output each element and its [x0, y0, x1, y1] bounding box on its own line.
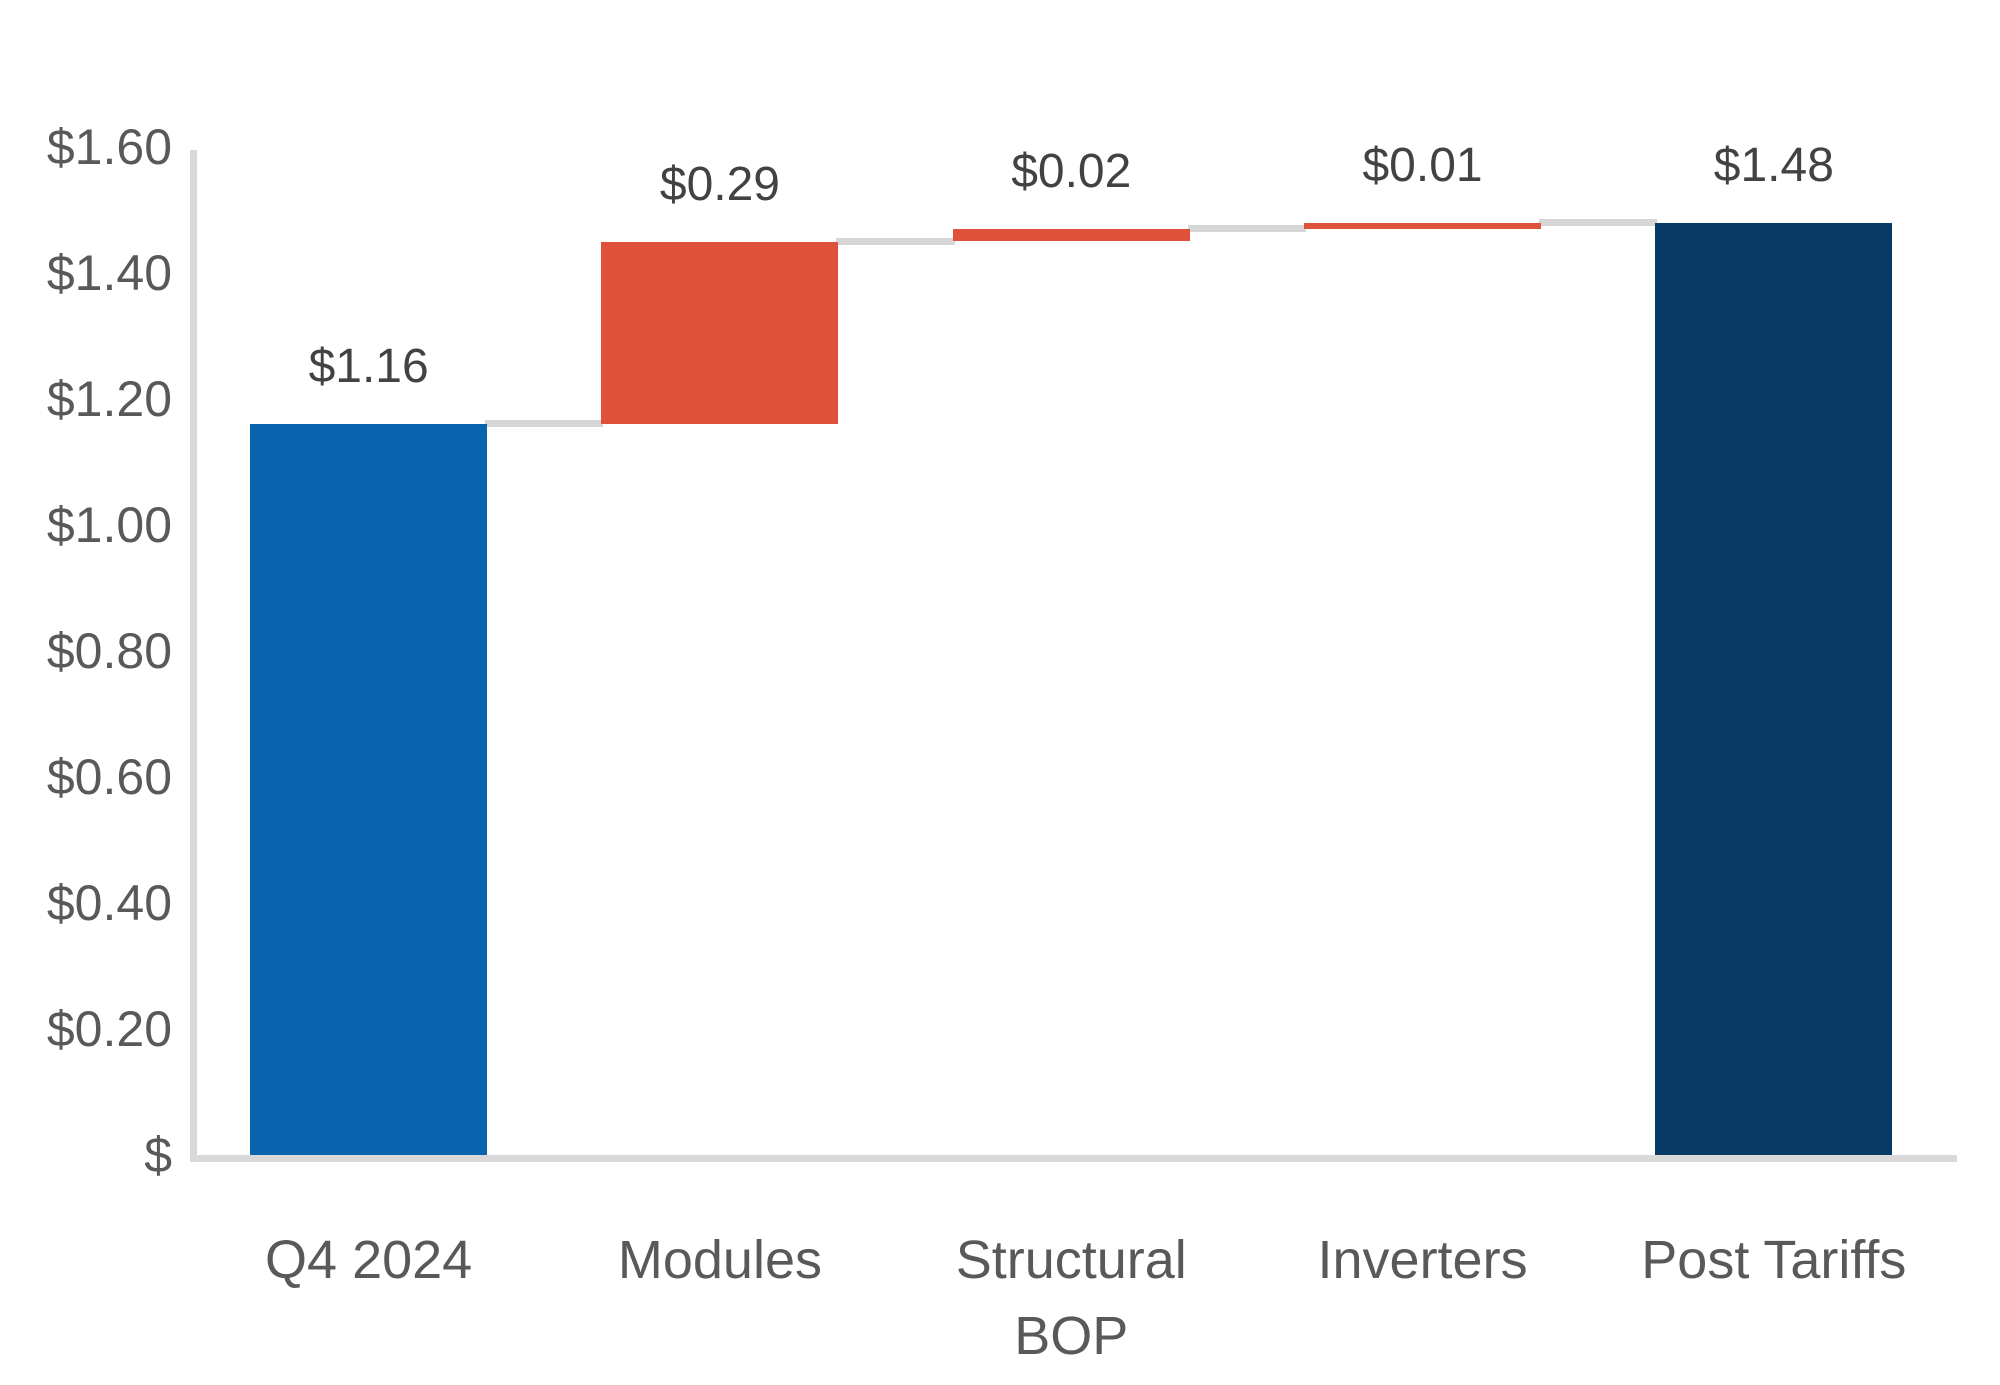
y-axis-tick-label: $1.40 — [46, 245, 172, 301]
y-axis-tick-label: $ — [144, 1127, 172, 1183]
connector-line — [1187, 224, 1307, 232]
y-axis-tick-label: $0.40 — [46, 875, 172, 931]
y-axis-tick-label: $1.00 — [46, 497, 172, 553]
y-axis-line — [190, 150, 197, 1162]
value-label-q4-2024: $1.16 — [308, 340, 429, 394]
bar-inverters — [1304, 222, 1542, 229]
y-axis-tick-label: $0.60 — [46, 749, 172, 805]
y-axis-tick-label: $1.20 — [46, 371, 172, 427]
bar-modules — [601, 241, 839, 425]
category-label-structural-bop: Structural BOP — [955, 1230, 1187, 1366]
y-axis-tick-label: $1.60 — [46, 119, 172, 175]
x-axis-line — [190, 1155, 1957, 1162]
y-axis-tick-label: $0.20 — [46, 1001, 172, 1057]
category-label-inverters: Inverters — [1317, 1230, 1528, 1290]
value-label-inverters: $0.01 — [1362, 138, 1483, 192]
category-label-post-tariffs: Post Tariffs — [1641, 1230, 1907, 1290]
bar-q4-2024 — [250, 424, 488, 1155]
connector-line — [485, 420, 604, 428]
value-label-post-tariffs: $1.48 — [1713, 138, 1834, 192]
value-label-modules: $0.29 — [659, 157, 780, 211]
connector-line — [1539, 218, 1658, 226]
category-label-modules: Modules — [617, 1230, 822, 1290]
bar-post-tariffs — [1655, 222, 1893, 1155]
connector-line — [836, 237, 955, 245]
value-label-structural-bop: $0.02 — [1011, 144, 1132, 198]
bar-structural-bop — [952, 228, 1190, 242]
category-label-q4-2024: Q4 2024 — [265, 1230, 473, 1290]
y-axis-tick-label: $0.80 — [46, 623, 172, 679]
